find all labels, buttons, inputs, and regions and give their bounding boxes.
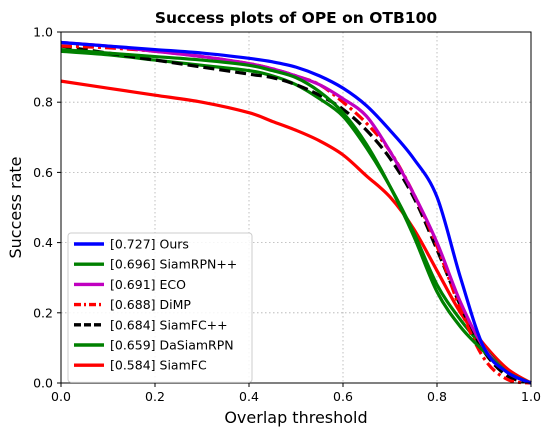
x-tick-label: 1.0 — [521, 389, 541, 404]
y-tick-label: 0.2 — [33, 305, 53, 320]
legend: [0.727] Ours [0.696] SiamRPN++ [0.691] ECO… — [67, 232, 253, 383]
y-tick-label: 0.0 — [33, 376, 53, 391]
series-line-siamrpn — [60, 47, 532, 385]
series-line-dimp — [60, 44, 532, 385]
x-tick-label: 0.0 — [51, 389, 71, 404]
x-axis-label: Overlap threshold — [224, 408, 367, 427]
series-line-ours — [60, 40, 532, 385]
x-tick-label: 0.2 — [145, 389, 165, 404]
plot-frame — [60, 31, 532, 384]
chart-title: Success plots of OPE on OTB100 — [155, 9, 438, 27]
y-tick-label: 0.8 — [33, 95, 53, 110]
x-tick-label: 0.6 — [333, 389, 353, 404]
series-line-siamfc — [60, 79, 532, 385]
y-tick-label: 0.4 — [33, 235, 53, 250]
y-axis-label: Success rate — [6, 157, 25, 259]
y-axis-ticks: 0.0 0.2 0.4 0.6 0.8 1.0 — [33, 25, 61, 391]
y-tick-label: 1.0 — [33, 25, 53, 40]
x-axis-ticks: 0.0 0.2 0.4 0.6 0.8 1.0 — [51, 383, 541, 404]
x-tick-label: 0.4 — [239, 389, 259, 404]
legend-label-dimp: [0.688] DiMP — [110, 297, 191, 312]
legend-label-ours: [0.727] Ours — [110, 237, 189, 252]
legend-label-siamrpn: [0.696] SiamRPN++ — [110, 257, 237, 272]
legend-label-siamfc: [0.684] SiamFC++ — [110, 317, 228, 332]
x-tick-label: 0.8 — [427, 389, 447, 404]
series-line-siamfc — [60, 44, 532, 385]
legend-label-siamfc: [0.584] SiamFC — [110, 358, 207, 373]
y-tick-label: 0.6 — [33, 165, 53, 180]
legend-box — [67, 232, 253, 383]
series-layer — [60, 40, 532, 385]
legend-label-eco: [0.691] ECO — [110, 277, 186, 292]
series-line-eco — [60, 40, 532, 385]
legend-label-dasiamrpn: [0.659] DaSiamRPN — [110, 338, 234, 353]
